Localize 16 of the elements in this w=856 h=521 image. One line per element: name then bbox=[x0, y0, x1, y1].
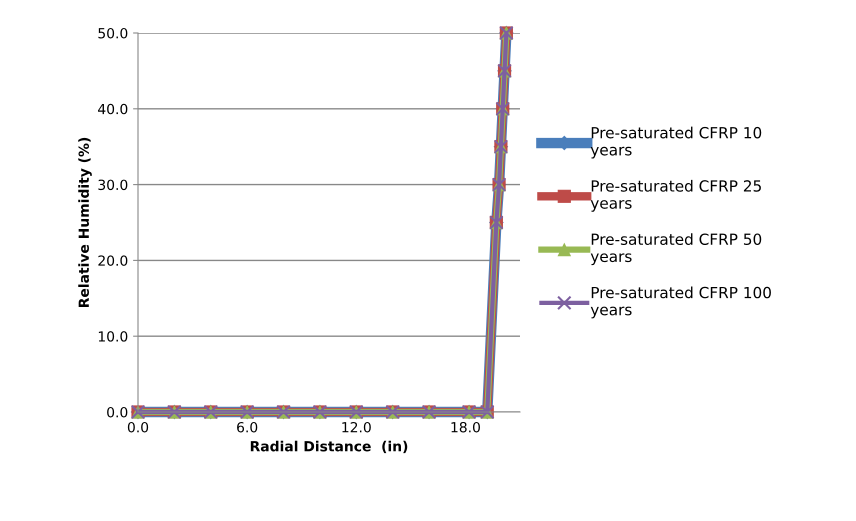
y-tick-label: 0.0 bbox=[107, 406, 128, 418]
x-tick-label: 0.0 bbox=[128, 422, 148, 432]
legend-label: Pre-saturated CFRP 50 years bbox=[590, 233, 762, 266]
y-tick-label: 50.0 bbox=[98, 28, 128, 38]
x-axis-title: Radial Distance (in) bbox=[250, 440, 408, 454]
y-tick-label: 20.0 bbox=[98, 255, 128, 266]
legend-label: Pre-saturated CFRP 25 years bbox=[590, 180, 761, 212]
y-tick-label: 40.0 bbox=[98, 104, 128, 114]
legend-label: Pre-saturated CFRP 100 years bbox=[590, 286, 771, 318]
y-tick-label: 30.0 bbox=[98, 180, 128, 190]
legend-label: Pre-saturated CFRP 10 years bbox=[590, 126, 762, 159]
y-tick-label: 10.0 bbox=[98, 331, 128, 342]
x-tick-label: 18.0 bbox=[451, 422, 480, 432]
x-tick-label: 6.0 bbox=[237, 422, 258, 432]
x-tick-label: 12.0 bbox=[342, 422, 371, 432]
y-axis-title: Relative Humidity (%) bbox=[78, 138, 92, 307]
